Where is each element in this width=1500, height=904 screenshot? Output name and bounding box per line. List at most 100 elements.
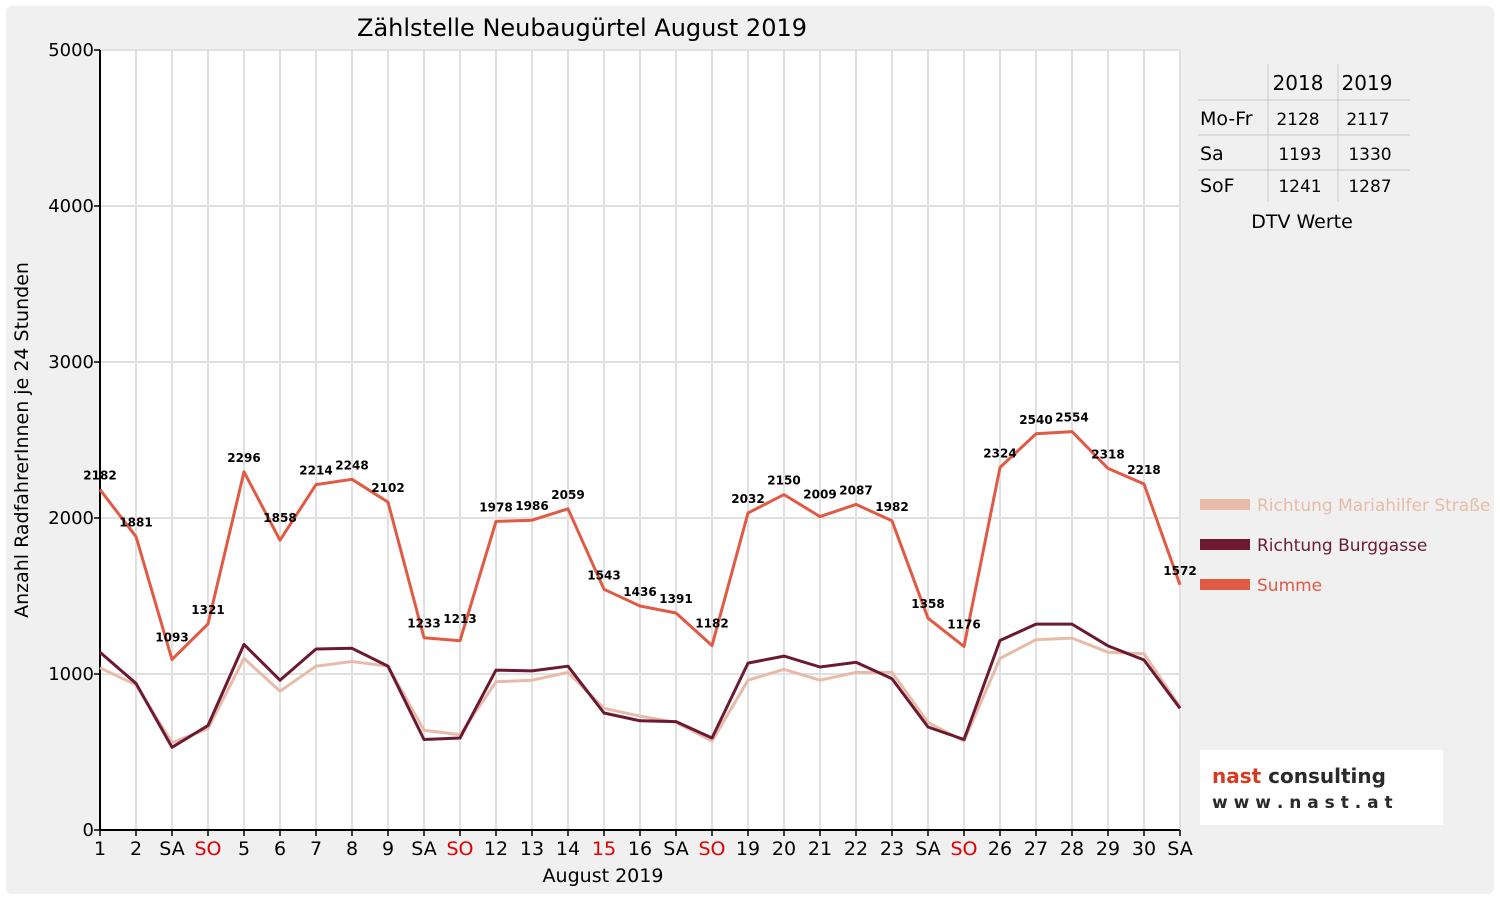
data-label: 2102 <box>371 481 404 495</box>
data-label: 2318 <box>1091 447 1124 461</box>
data-label: 1093 <box>155 630 188 644</box>
x-tick-label: 8 <box>346 838 358 860</box>
data-label: 1572 <box>1163 564 1196 578</box>
x-tick-label: SO <box>446 838 473 860</box>
data-label: 2087 <box>839 483 872 497</box>
y-tick-label: 0 <box>83 820 94 841</box>
legend-label: Richtung Mariahilfer Straße <box>1257 496 1490 516</box>
data-label: 1213 <box>443 612 476 626</box>
series-line-3 <box>98 430 1182 661</box>
dtv-cell: 1241 <box>1278 177 1321 197</box>
y-tick-label: 4000 <box>48 196 94 217</box>
x-tick-label: 22 <box>844 838 868 860</box>
data-label: 1978 <box>479 500 512 514</box>
data-label: 1233 <box>407 617 440 631</box>
x-tick-label: 9 <box>382 838 394 860</box>
y-tick-labels: 0 1000 2000 3000 4000 5000 <box>48 40 100 841</box>
dtv-cell: 2117 <box>1346 110 1389 130</box>
dtv-row-label: Sa <box>1200 143 1224 165</box>
data-label: 1391 <box>659 592 692 606</box>
x-tick-labels: 1 2 SA SO 5 6 7 8 9 SA SO 12 13 14 15 16 SA SO 19 20 21 22 23 S… <box>94 838 1193 860</box>
dtv-table: 2018 2019 Mo-Fr 2128 2117 Sa 1193 1330 S… <box>1198 64 1410 233</box>
axes <box>99 50 1181 836</box>
y-axis-label: Anzahl RadfahrerInnen je 24 Stunden <box>11 262 33 618</box>
data-label: 2324 <box>983 446 1016 460</box>
x-tick-label: 14 <box>556 838 580 860</box>
x-tick-label: SO <box>950 838 977 860</box>
y-tick-label: 3000 <box>48 352 94 373</box>
data-label: 1182 <box>695 617 728 631</box>
x-tick-label: 6 <box>274 838 286 860</box>
logo-background <box>1200 750 1443 825</box>
dtv-cell: 1287 <box>1348 177 1391 197</box>
dtv-header-2019: 2019 <box>1342 71 1393 95</box>
dtv-cell: 1193 <box>1278 145 1321 165</box>
x-tick-label: 21 <box>808 838 832 860</box>
x-tick-label: 28 <box>1060 838 1084 860</box>
data-label: 2059 <box>551 488 584 502</box>
data-label: 1436 <box>623 585 656 599</box>
data-label: 2214 <box>299 464 332 478</box>
data-label: 1543 <box>587 568 620 582</box>
y-tick-label: 1000 <box>48 664 94 685</box>
x-tick-label: 16 <box>628 838 652 860</box>
x-tick-label: SO <box>194 838 221 860</box>
dtv-header-2018: 2018 <box>1273 71 1324 95</box>
x-tick-label: 15 <box>592 838 616 860</box>
dtv-cell: 1330 <box>1348 145 1391 165</box>
x-tick-label: SA <box>159 838 184 860</box>
x-tick-label: 2 <box>130 838 142 860</box>
data-label: 2009 <box>803 488 836 502</box>
series-line-1 <box>99 636 1182 745</box>
x-tick-label: 20 <box>772 838 796 860</box>
data-label: 2218 <box>1127 463 1160 477</box>
data-label: 1858 <box>263 511 296 525</box>
x-tick-label: 1 <box>94 838 106 860</box>
legend: Richtung Mariahilfer Straße Richtung Burg… <box>1200 496 1490 596</box>
legend-swatch <box>1200 499 1250 510</box>
x-tick-label: 23 <box>880 838 904 860</box>
x-tick-label: 12 <box>484 838 508 860</box>
data-label: 2540 <box>1019 413 1052 427</box>
x-tick-label: SA <box>1167 838 1192 860</box>
dtv-cell: 2128 <box>1276 110 1319 130</box>
series-lines <box>98 430 1182 749</box>
x-tick-label: 19 <box>736 838 760 860</box>
legend-swatch <box>1200 579 1250 590</box>
legend-label: Richtung Burggasse <box>1257 536 1427 556</box>
x-tick-label: 7 <box>310 838 322 860</box>
data-label: 2150 <box>767 474 800 488</box>
logo-text-consulting: consulting <box>1261 764 1386 788</box>
logo-text-nast: nast <box>1212 764 1262 788</box>
x-tick-label: 29 <box>1096 838 1120 860</box>
nast-consulting-logo: nast consulting w w w . n a s t . a t <box>1200 750 1443 825</box>
data-label: 1986 <box>515 499 548 513</box>
x-tick-label: SA <box>915 838 940 860</box>
logo-url: w w w . n a s t . a t <box>1212 793 1393 813</box>
x-tick-label: 27 <box>1024 838 1048 860</box>
data-label: 1358 <box>911 597 944 611</box>
x-tick-label: 5 <box>238 838 250 860</box>
logo-text: nast consulting <box>1212 764 1386 788</box>
legend-label: Summe <box>1257 576 1322 596</box>
dtv-row-label: Mo-Fr <box>1200 108 1253 130</box>
legend-swatch <box>1200 539 1250 550</box>
x-tick-label: SA <box>411 838 436 860</box>
y-tick-label: 5000 <box>48 40 94 61</box>
x-tick-label: SA <box>663 838 688 860</box>
x-tick-label: 26 <box>988 838 1012 860</box>
gridlines <box>100 49 1181 830</box>
chart-title: Zählstelle Neubaugürtel August 2019 <box>357 14 807 42</box>
x-tick-label: 30 <box>1132 838 1156 860</box>
x-axis-label: August 2019 <box>543 865 664 887</box>
data-label: 2296 <box>227 451 260 465</box>
x-tick-label: SO <box>698 838 725 860</box>
data-label: 1321 <box>191 603 224 617</box>
data-label: 1881 <box>119 516 152 530</box>
data-label: 1176 <box>947 618 980 632</box>
data-label: 2182 <box>83 469 116 483</box>
data-label: 2248 <box>335 458 368 472</box>
